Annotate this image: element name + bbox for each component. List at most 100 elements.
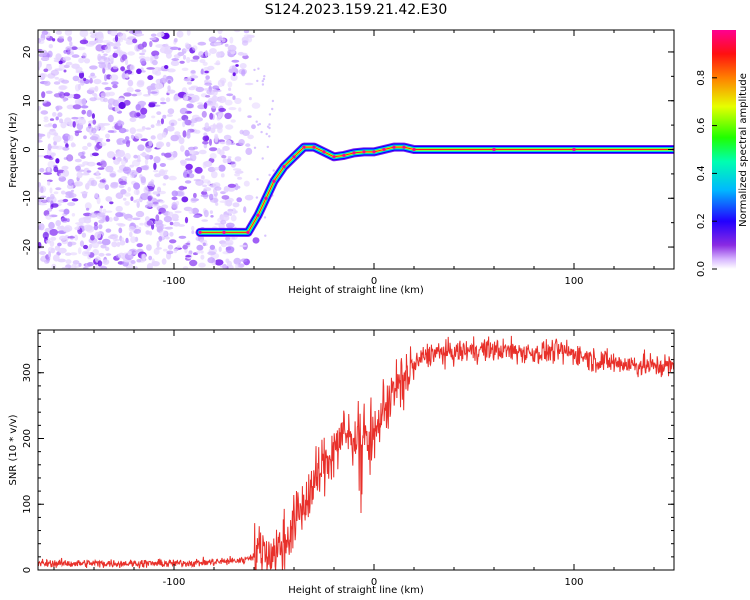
noise-blob — [133, 228, 141, 234]
noise-blob — [65, 61, 73, 66]
noise-blob — [98, 224, 103, 230]
noise-blob — [98, 62, 107, 69]
noise-blob — [101, 238, 111, 246]
noise-blob — [154, 55, 159, 60]
noise-blob — [180, 145, 185, 152]
noise-blob — [204, 82, 213, 86]
noise-blob — [196, 244, 204, 251]
noise-blob — [221, 38, 226, 43]
noise-blob — [149, 37, 157, 41]
noise-blob — [203, 160, 213, 167]
noise-blob — [226, 211, 233, 214]
noise-blob — [150, 83, 157, 90]
snr-x-tick-label: 0 — [371, 577, 377, 588]
noise-blob — [148, 191, 152, 196]
noise-dot — [268, 113, 272, 116]
noise-blob — [188, 173, 195, 179]
noise-blob — [67, 134, 74, 142]
noise-blob — [85, 43, 95, 47]
noise-blob — [89, 31, 98, 35]
noise-blob — [89, 78, 93, 84]
noise-blob — [129, 64, 135, 71]
noise-blob — [75, 222, 84, 225]
noise-blob — [130, 196, 134, 201]
noise-blob — [246, 36, 253, 43]
noise-blob — [153, 248, 160, 255]
noise-blob — [184, 42, 190, 48]
noise-blob — [50, 203, 59, 208]
noise-blob — [144, 158, 149, 165]
noise-blob — [123, 92, 132, 97]
noise-blob — [203, 209, 209, 218]
noise-blob — [112, 99, 120, 107]
noise-blob — [103, 57, 111, 63]
snr-y-tick-label: 100 — [22, 495, 33, 514]
noise-blob — [74, 234, 79, 241]
noise-blob — [158, 235, 163, 242]
noise-blob — [179, 159, 187, 165]
noise-blob — [136, 243, 143, 248]
noise-blob — [52, 254, 60, 262]
noise-blob — [181, 196, 189, 203]
noise-blob — [222, 146, 230, 151]
noise-blob — [234, 97, 242, 105]
noise-blob — [145, 230, 150, 235]
noise-blob — [105, 91, 111, 97]
noise-blob — [94, 231, 102, 239]
noise-blob — [199, 59, 206, 64]
noise-blob — [228, 213, 233, 216]
noise-blob — [147, 75, 154, 81]
noise-blob — [217, 147, 221, 155]
ridge-point — [264, 196, 268, 200]
noise-blob — [198, 149, 207, 155]
noise-blob — [89, 65, 98, 70]
noise-blob — [219, 141, 226, 145]
noise-dot — [264, 234, 267, 237]
noise-dot — [253, 68, 256, 72]
ridge-point — [352, 151, 356, 155]
noise-blob — [61, 266, 69, 269]
noise-blob — [214, 186, 222, 191]
noise-blob — [211, 171, 218, 179]
noise-blob — [209, 112, 214, 120]
noise-blob — [136, 159, 142, 162]
noise-blob — [99, 142, 107, 147]
noise-blob — [164, 43, 169, 49]
noise-blob — [124, 152, 131, 160]
noise-blob — [225, 239, 234, 247]
noise-blob — [124, 201, 130, 206]
noise-blob — [124, 69, 133, 75]
noise-blob — [143, 164, 150, 171]
noise-blob — [78, 217, 87, 224]
noise-blob — [104, 45, 111, 54]
noise-dot — [261, 83, 265, 86]
colorbar-tick-label: 0.6 — [696, 118, 707, 134]
noise-blob — [209, 147, 218, 152]
noise-blob — [42, 231, 49, 239]
noise-blob — [94, 144, 100, 151]
noise-blob — [135, 33, 145, 37]
noise-blob — [90, 72, 95, 77]
noise-blob — [118, 37, 124, 43]
noise-blob — [100, 244, 107, 249]
noise-blob — [163, 215, 172, 223]
noise-blob — [58, 60, 63, 65]
colorbar: 0.0 0.2 0.4 0.6 0.8 Normalized spectral ampl… — [696, 30, 749, 277]
noise-blob — [200, 250, 204, 254]
noise-blob — [97, 212, 106, 218]
noise-blob — [135, 104, 141, 111]
noise-blob — [152, 59, 158, 66]
noise-blob — [114, 34, 119, 43]
noise-blob — [109, 30, 118, 36]
noise-blob — [99, 265, 108, 269]
noise-blob — [183, 78, 190, 82]
noise-blob — [79, 30, 89, 38]
noise-blob — [120, 176, 128, 180]
snr-x-tick-label: 100 — [564, 577, 583, 588]
noise-blob — [224, 99, 233, 106]
noise-blob — [87, 262, 94, 267]
noise-blob — [82, 145, 88, 151]
noise-blob — [118, 227, 123, 234]
noise-blob — [98, 219, 105, 224]
